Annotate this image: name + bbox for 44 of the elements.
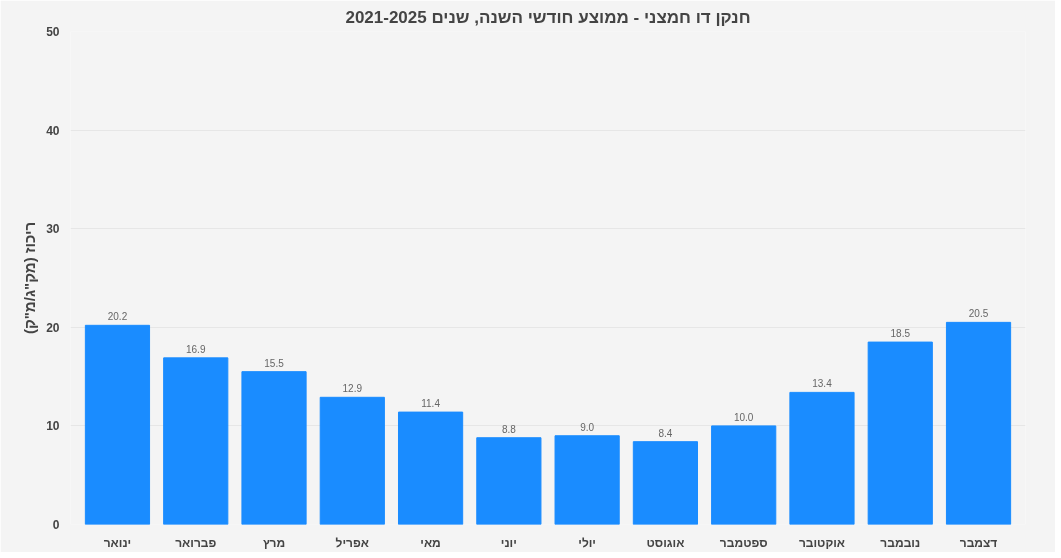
data-label: 11.4 — [421, 398, 441, 410]
data-label: 16.9 — [186, 343, 206, 355]
x-tick-label: פברואר — [175, 535, 217, 550]
data-label: 8.8 — [501, 423, 517, 435]
x-tick-label: מאי — [420, 535, 441, 550]
x-tick-label: מרץ — [262, 535, 286, 550]
bar — [84, 324, 151, 525]
y-tick-label: 30 — [46, 222, 60, 237]
bar — [554, 435, 620, 525]
x-tick-label: אוגוסט — [646, 535, 685, 550]
y-tick-label: 40 — [46, 123, 60, 138]
data-label: 12.9 — [342, 383, 363, 395]
x-tick-label: אוקטובר — [798, 535, 846, 550]
bar — [241, 371, 307, 525]
data-label: 9.0 — [580, 421, 595, 433]
bar — [476, 437, 542, 525]
y-axis-title: ריכוז (מק"ג/מ"ק) — [21, 221, 39, 335]
bar — [319, 396, 385, 525]
x-tick-label: ספטמבר — [719, 535, 768, 550]
bar — [711, 425, 777, 525]
y-tick-label: 50 — [46, 25, 60, 39]
y-tick-label: 20 — [46, 320, 60, 335]
data-label: 20.2 — [107, 311, 128, 323]
chart-title: חנקן דו חמצני - ממוצע חודשי השנה, שנים 2021-2025 — [345, 7, 751, 27]
data-label: 13.4 — [812, 378, 833, 390]
bar — [632, 441, 699, 525]
y-tick-label: 10 — [46, 419, 60, 434]
x-tick-label: דצמבר — [959, 535, 998, 550]
x-tick-label: אפריל — [335, 535, 370, 550]
x-tick-label: יוני — [500, 535, 517, 550]
bar — [945, 321, 1012, 525]
bar — [163, 357, 229, 525]
bar — [397, 411, 464, 525]
data-label: 15.5 — [264, 357, 285, 369]
y-tick-label: 0 — [52, 518, 60, 532]
data-label: 8.4 — [658, 427, 673, 439]
bar — [867, 341, 933, 525]
data-label: 18.5 — [890, 328, 911, 340]
x-tick-label: ינואר — [103, 535, 132, 550]
x-tick-label: נובמבר — [880, 535, 921, 550]
data-label: 20.5 — [968, 308, 989, 320]
data-label: 10.0 — [733, 411, 754, 423]
bar — [789, 391, 855, 525]
x-tick-label: יולי — [578, 535, 597, 550]
